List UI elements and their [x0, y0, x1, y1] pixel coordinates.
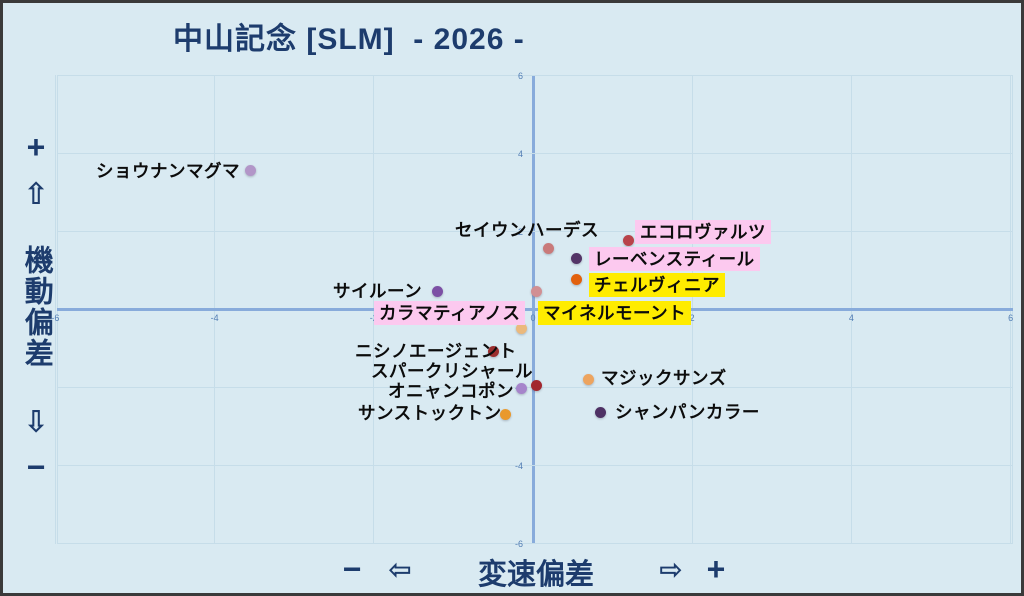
data-point	[244, 165, 256, 177]
point-label: スパークリシャール	[371, 361, 533, 381]
horizontal-gridline	[57, 542, 1013, 544]
y-tick-label: 2	[517, 227, 523, 237]
left-arrow-icon: ⇦	[388, 554, 412, 585]
right-arrow-icon: ⇨	[659, 554, 683, 585]
x-tick-label: 4	[848, 313, 854, 323]
data-point	[531, 379, 543, 391]
point-label: カラマティアノス	[374, 301, 526, 325]
y-plus-sign: +	[26, 129, 46, 165]
x-axis-line	[57, 307, 1013, 311]
x-tick-label: -6	[51, 313, 60, 323]
data-point	[487, 346, 499, 358]
data-point	[431, 285, 443, 297]
data-point	[515, 383, 527, 395]
y-tick-label: 6	[517, 71, 523, 81]
point-label: チェルヴィニア	[589, 273, 725, 297]
point-label: レーベンスティール	[589, 247, 760, 271]
y-axis-label: 機動偏差	[20, 245, 53, 369]
point-label: ニシノエージェント	[355, 341, 517, 361]
point-label: オニャンコポン	[388, 381, 514, 401]
vertical-gridline	[54, 75, 56, 544]
horizontal-gridline	[57, 464, 1013, 466]
y-tick-label: 4	[517, 149, 523, 159]
horizontal-gridline	[57, 230, 1013, 232]
x-tick-label: -2	[370, 313, 378, 323]
point-label: マイネルモーント	[538, 301, 692, 325]
horizontal-gridline	[57, 152, 1013, 154]
point-label: サイルーン	[333, 281, 423, 301]
data-point	[583, 373, 595, 385]
x-axis-label: 変速偏差	[477, 559, 595, 591]
point-label: ショウナンマグマ	[96, 161, 240, 181]
up-arrow-icon: ⇧	[23, 178, 49, 211]
data-point	[595, 406, 607, 418]
x-tick-label: 2	[689, 313, 695, 323]
y-minus-sign: −	[26, 449, 46, 485]
x-tick-label: 6	[1008, 313, 1014, 323]
point-label: エコロヴァルツ	[635, 220, 771, 244]
data-point	[571, 274, 583, 286]
data-point	[571, 252, 583, 264]
y-tick-label: -4	[514, 461, 523, 471]
point-label: サンストックトン	[358, 403, 502, 423]
scatter-plot: -6-4-202466420-2-4-6ショウナンマグマセイウンハーデスエコロヴ…	[3, 3, 1021, 593]
y-tick-label: -6	[514, 539, 523, 549]
data-point	[531, 285, 543, 297]
x-plus-sign: +	[706, 551, 726, 587]
horizontal-gridline	[57, 74, 1013, 76]
data-point	[543, 243, 555, 255]
x-minus-sign: −	[342, 551, 362, 587]
data-point	[499, 408, 511, 420]
chart-title: 中山記念 [SLM] - 2026 -	[173, 23, 525, 56]
x-tick-label: -4	[210, 313, 219, 323]
down-arrow-icon: ⇩	[23, 406, 49, 439]
data-point	[515, 323, 527, 334]
data-point	[623, 235, 635, 247]
point-label: セイウンハーデス	[455, 220, 599, 240]
point-label: マジックサンズ	[601, 368, 727, 388]
point-label: シャンパンカラー	[615, 402, 760, 422]
x-tick-label: 0	[530, 313, 536, 323]
